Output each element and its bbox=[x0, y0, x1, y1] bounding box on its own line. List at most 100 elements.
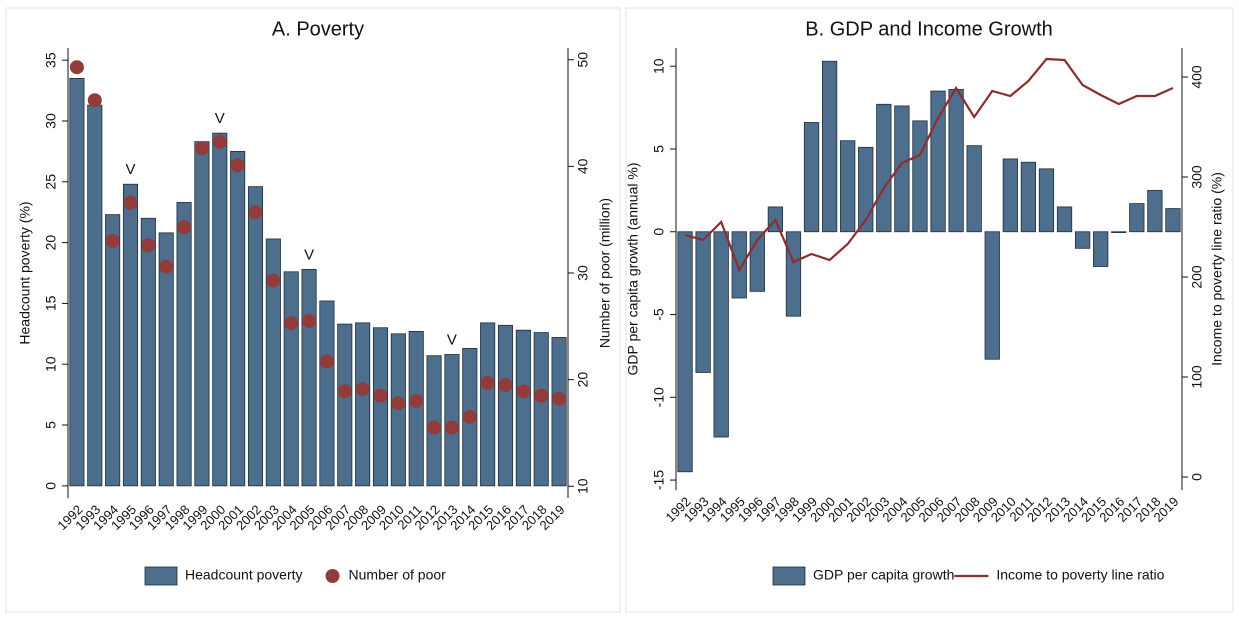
bar bbox=[948, 88, 964, 233]
y-tick-label: -5 bbox=[651, 308, 667, 321]
point bbox=[498, 377, 513, 392]
y-tick-label: 10 bbox=[651, 58, 667, 74]
bar bbox=[372, 327, 389, 487]
point bbox=[534, 388, 549, 403]
bar bbox=[408, 330, 424, 487]
point bbox=[516, 384, 531, 399]
legend-swatch bbox=[772, 566, 806, 586]
point bbox=[480, 375, 495, 390]
bar bbox=[1002, 158, 1018, 233]
bar bbox=[265, 238, 281, 487]
y-tick-label: 5 bbox=[43, 421, 59, 429]
bar bbox=[840, 140, 856, 233]
bar bbox=[1038, 168, 1055, 233]
point bbox=[266, 273, 281, 288]
bar bbox=[301, 268, 317, 487]
point bbox=[337, 384, 352, 399]
y2-tick-label: 300 bbox=[1189, 165, 1205, 189]
bar bbox=[515, 329, 531, 487]
y2-tick-label: 10 bbox=[575, 478, 591, 494]
bar bbox=[984, 231, 1000, 360]
point bbox=[105, 234, 120, 249]
annotation: V bbox=[304, 246, 314, 263]
y2-tick-label: 50 bbox=[575, 52, 591, 68]
bar bbox=[1129, 203, 1145, 233]
point bbox=[284, 316, 299, 331]
bar bbox=[821, 60, 838, 233]
bar bbox=[122, 183, 139, 487]
bar bbox=[355, 322, 371, 487]
line bbox=[684, 57, 1174, 273]
point bbox=[159, 259, 174, 274]
bar bbox=[283, 271, 299, 487]
annotation: V bbox=[125, 161, 135, 178]
bar bbox=[1147, 189, 1163, 233]
y-tick-label: -15 bbox=[651, 470, 667, 490]
bar bbox=[337, 323, 353, 487]
bar bbox=[731, 231, 747, 299]
bar bbox=[105, 214, 121, 487]
point bbox=[373, 388, 388, 403]
bar bbox=[803, 122, 820, 233]
chart-title: A. Poverty bbox=[272, 18, 364, 40]
y-tick-label: 0 bbox=[43, 482, 59, 490]
y2-tick-label: 400 bbox=[1189, 65, 1205, 89]
legend-label: Number of poor bbox=[349, 567, 447, 583]
point bbox=[230, 158, 245, 173]
bar bbox=[695, 231, 711, 373]
bar bbox=[444, 354, 460, 487]
bar bbox=[158, 232, 174, 487]
bar bbox=[713, 231, 729, 438]
y2-tick-label: 20 bbox=[575, 372, 591, 388]
y-tick-label: 20 bbox=[43, 235, 59, 251]
annotation: V bbox=[447, 331, 457, 348]
y-axis-title: GDP per capita growth (annual %) bbox=[625, 163, 641, 376]
y2-axis-title: Number of poor (million) bbox=[597, 198, 613, 348]
point bbox=[391, 396, 406, 411]
bar bbox=[858, 146, 874, 233]
y-tick-label: 30 bbox=[43, 113, 59, 129]
bar bbox=[894, 105, 910, 233]
legend-swatch bbox=[325, 569, 340, 583]
point bbox=[177, 220, 192, 235]
y-tick-label: 25 bbox=[43, 174, 59, 190]
y-tick-label: 10 bbox=[43, 356, 59, 372]
bar bbox=[912, 120, 928, 233]
bar bbox=[1093, 231, 1109, 267]
bar bbox=[677, 231, 693, 473]
y2-axis-title: Income to poverty line ratio (%) bbox=[1209, 172, 1225, 366]
bar bbox=[876, 103, 892, 233]
bar bbox=[247, 186, 264, 487]
point bbox=[87, 93, 102, 108]
bar bbox=[533, 332, 549, 487]
y-axis-title: Headcount poverty (%) bbox=[17, 201, 33, 344]
bar bbox=[1111, 231, 1127, 233]
chart-title: B. GDP and Income Growth bbox=[805, 18, 1053, 40]
bar bbox=[480, 322, 496, 487]
y2-tick-label: 100 bbox=[1189, 365, 1205, 389]
point bbox=[355, 382, 370, 397]
legend-label: Headcount poverty bbox=[185, 567, 303, 583]
bar bbox=[1165, 208, 1181, 233]
bar bbox=[551, 337, 567, 487]
bar bbox=[194, 141, 210, 487]
point bbox=[123, 195, 138, 210]
bar bbox=[1074, 231, 1091, 249]
y-tick-label: 0 bbox=[651, 228, 667, 236]
point bbox=[212, 134, 227, 149]
bar bbox=[1020, 161, 1037, 233]
point bbox=[462, 409, 477, 424]
y-tick-label: 15 bbox=[43, 295, 59, 311]
y-tick-label: 35 bbox=[43, 52, 59, 68]
y2-tick-label: 200 bbox=[1189, 265, 1205, 289]
bar bbox=[319, 300, 335, 487]
legend-label: Income to poverty line ratio bbox=[996, 567, 1164, 583]
bar bbox=[497, 324, 514, 487]
y2-tick-label: 0 bbox=[1189, 473, 1205, 481]
point bbox=[444, 420, 459, 435]
point bbox=[409, 393, 424, 408]
point bbox=[248, 205, 263, 220]
y2-tick-label: 30 bbox=[575, 265, 591, 281]
bar bbox=[230, 150, 246, 487]
